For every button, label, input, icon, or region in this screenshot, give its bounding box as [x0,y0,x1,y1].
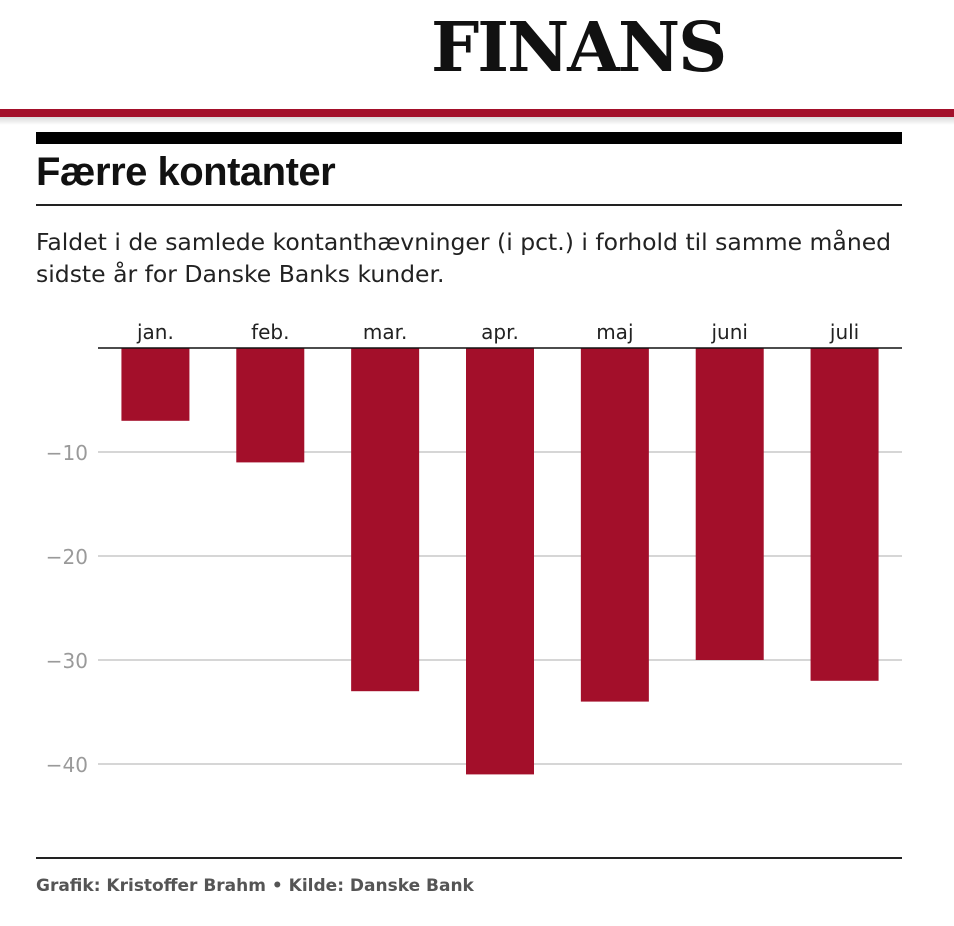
x-tick-label: maj [596,320,633,344]
y-tick-label: −40 [46,753,88,777]
y-tick-label: −30 [46,649,88,673]
bar [695,348,764,660]
finans-logo[interactable]: FINANS [431,8,727,88]
bar [351,348,420,692]
footer-rule [36,857,902,859]
x-tick-label: mar. [363,320,407,344]
chart-title: Færre kontanter [36,150,336,194]
masthead-shadow [0,117,954,125]
bar [810,348,879,681]
chart-subtitle: Faldet i de samlede kontanthævninger (i … [36,228,892,288]
bar [121,348,190,421]
bar [466,348,534,775]
brand-rule [0,109,954,117]
x-tick-label: jan. [136,320,174,344]
title-bottom-rule [36,204,902,206]
credit-line: Grafik: Kristoffer Brahm • Kilde: Danske… [36,876,474,896]
bar [236,348,305,463]
title-top-rule [36,132,902,144]
x-tick-label: juli [829,320,859,344]
x-tick-label: feb. [251,320,289,344]
x-tick-label: apr. [481,320,519,344]
x-tick-label: juni [710,320,747,344]
y-tick-label: −10 [46,441,88,465]
masthead: FINANS [0,0,954,110]
bar [580,348,649,702]
y-tick-label: −20 [46,545,88,569]
